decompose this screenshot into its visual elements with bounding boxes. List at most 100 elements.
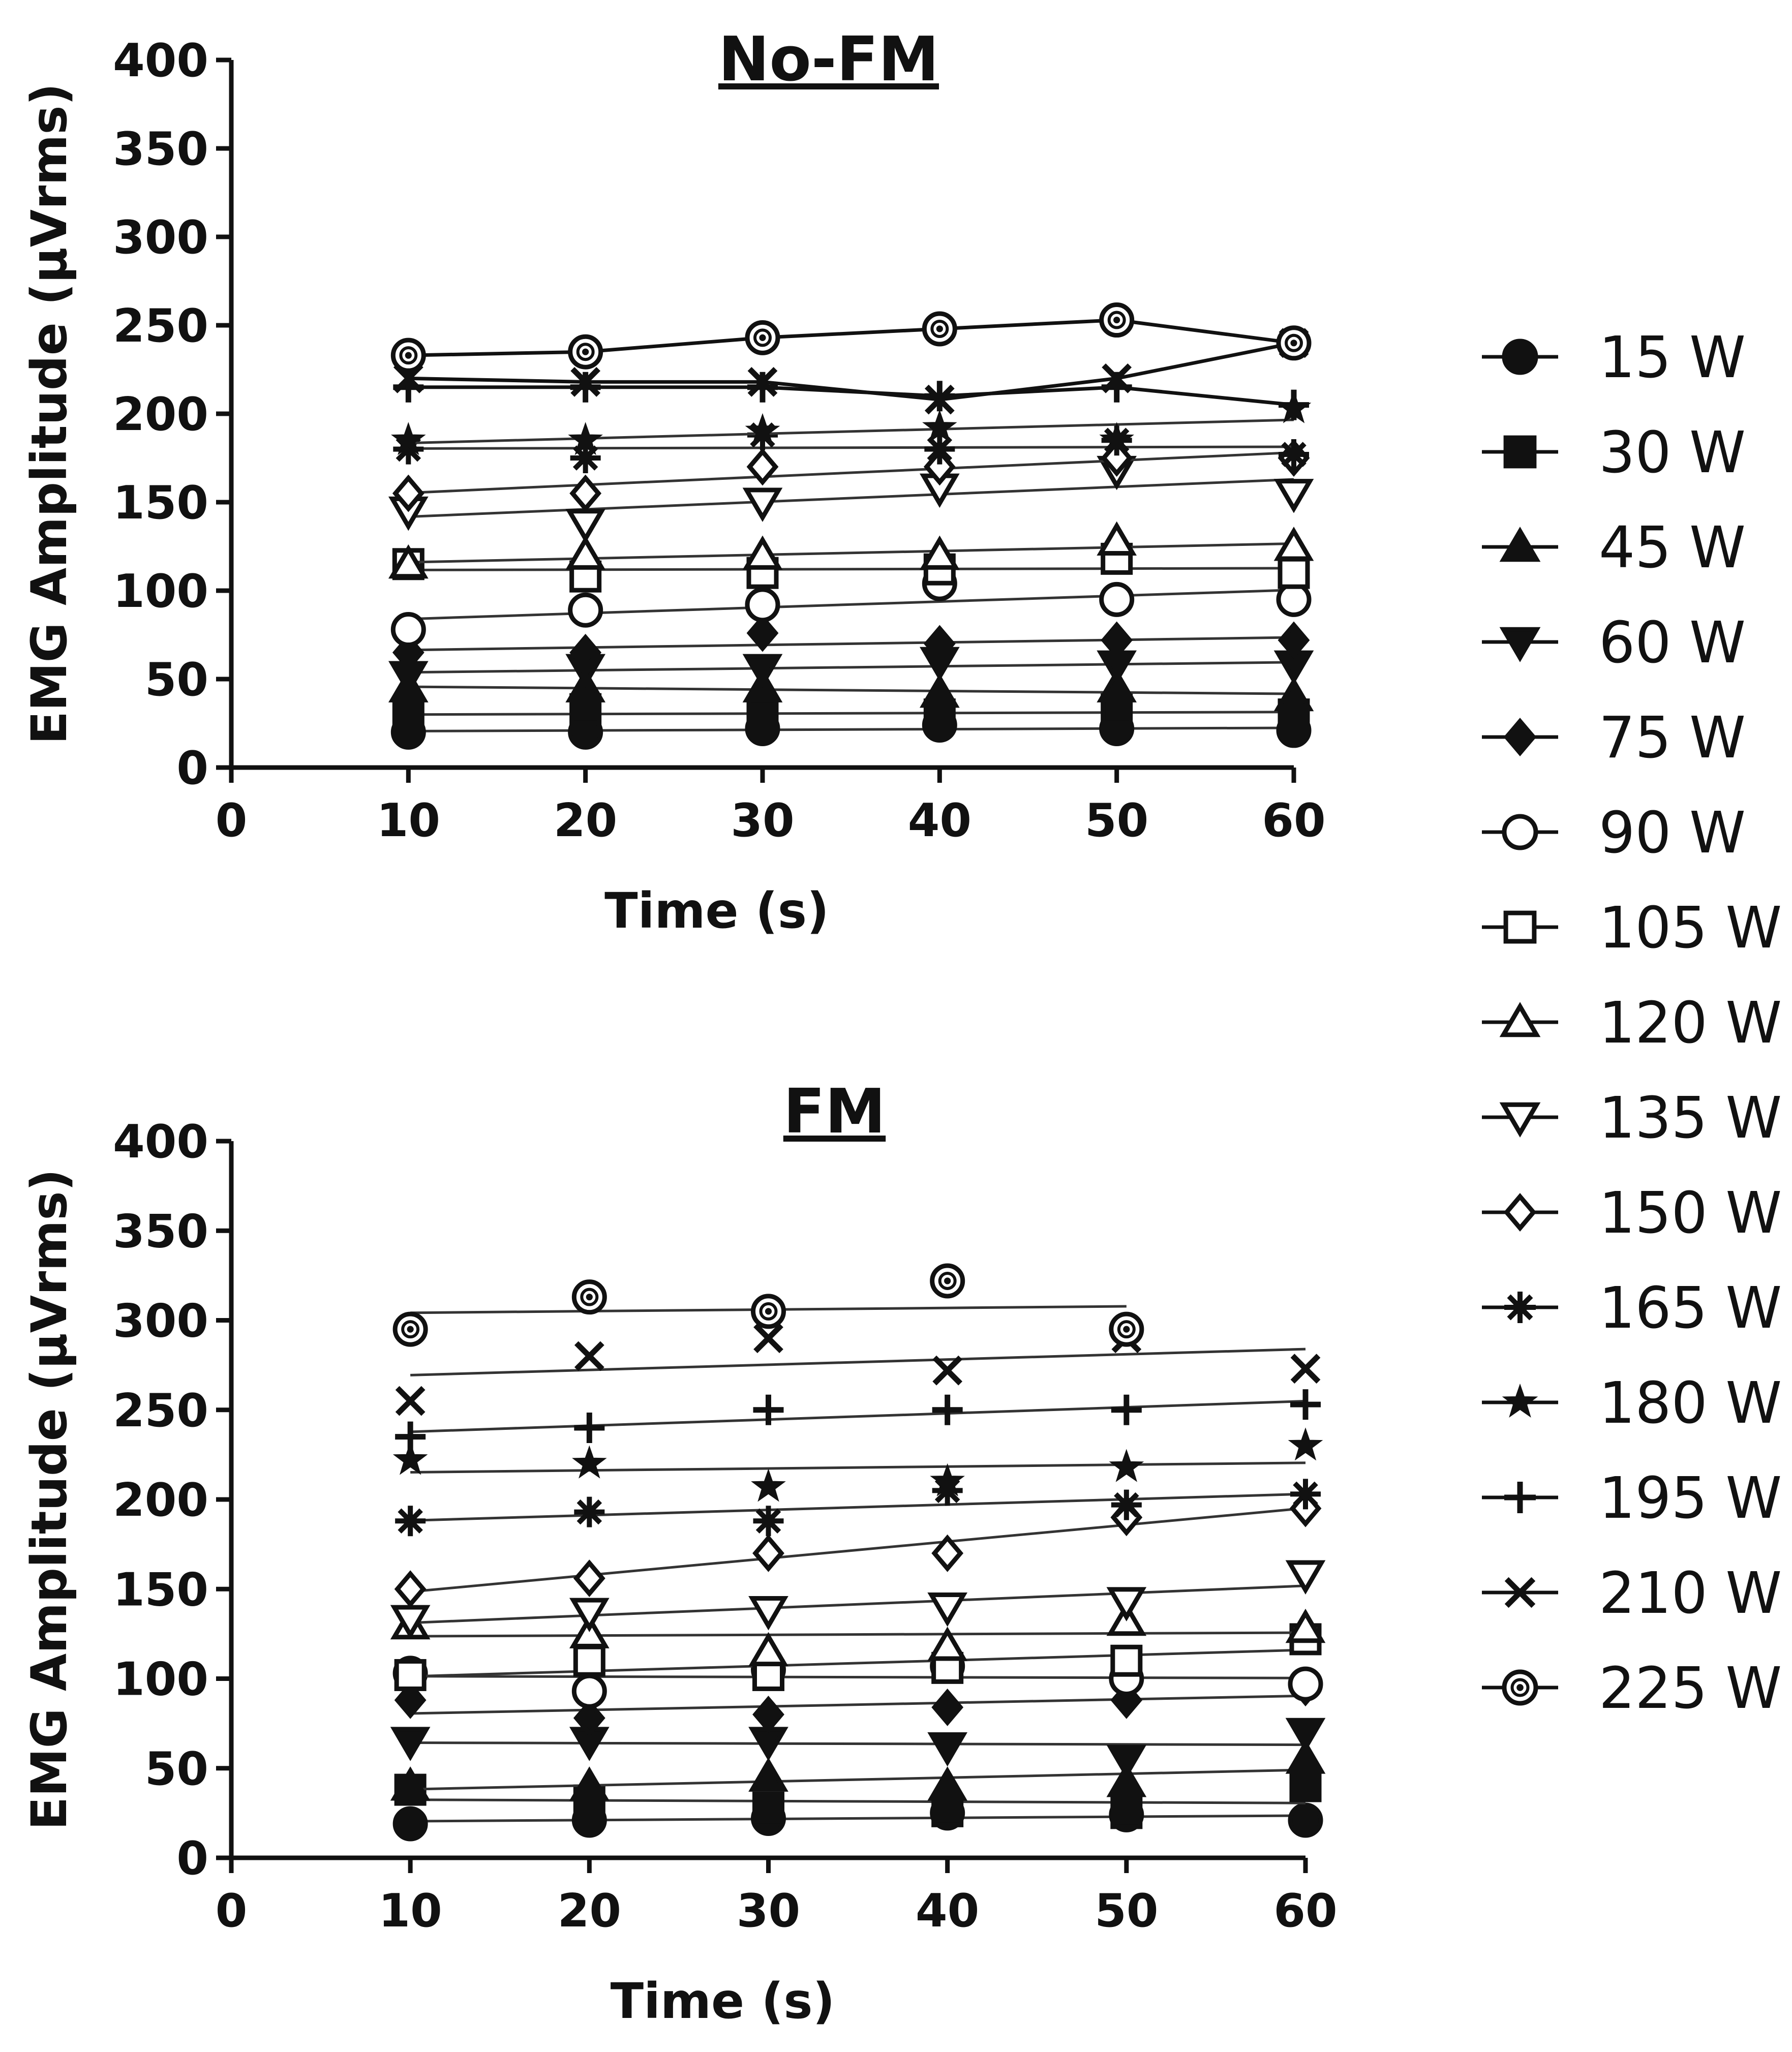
legend-label: 210 W xyxy=(1599,1560,1782,1627)
data-point xyxy=(392,702,424,734)
legend-item: 150 W xyxy=(1482,1180,1782,1246)
data-point xyxy=(572,1445,607,1479)
data-point xyxy=(923,625,956,663)
x-tick-label: 60 xyxy=(1262,794,1325,847)
x-tick-label: 20 xyxy=(554,794,617,847)
data-point xyxy=(395,1421,426,1452)
data-point xyxy=(919,535,960,570)
data-point xyxy=(742,654,783,689)
trend-line xyxy=(410,1741,1306,1747)
series-75w xyxy=(392,614,1310,671)
trend-line xyxy=(410,1675,1306,1679)
data-point xyxy=(569,1598,610,1633)
y-tick-label: 0 xyxy=(176,1832,208,1885)
data-point xyxy=(745,587,780,623)
data-point xyxy=(746,448,779,486)
data-point xyxy=(752,1791,784,1824)
y-tick-label: 400 xyxy=(113,1115,208,1169)
y-tick-label: 250 xyxy=(113,1384,208,1437)
legend-label: 150 W xyxy=(1599,1180,1782,1246)
legend-item: 195 W xyxy=(1482,1465,1782,1532)
legend: 15 W 30 W 45 W 60 W 75 W 90 W 105 W 120 W 135 W 1… xyxy=(1482,325,1782,1722)
legend-marker xyxy=(1503,1193,1537,1232)
series-90w xyxy=(390,566,1312,648)
data-point xyxy=(569,1766,610,1801)
data-point xyxy=(391,422,426,455)
x-tick-label: 40 xyxy=(908,794,971,847)
data-point xyxy=(1099,581,1135,617)
y-tick-label: 100 xyxy=(113,565,208,618)
series-225w xyxy=(390,302,1312,373)
series-120w xyxy=(388,521,1314,579)
series-135w xyxy=(388,455,1314,543)
data-point xyxy=(568,422,603,455)
legend-label: 105 W xyxy=(1599,895,1782,961)
trend-line xyxy=(408,636,1294,652)
data-point xyxy=(395,1506,426,1537)
y-tick-label: 350 xyxy=(113,122,208,176)
series-60w xyxy=(390,1718,1326,1780)
data-point xyxy=(748,1596,788,1631)
data-point xyxy=(1111,1394,1142,1425)
series-180w xyxy=(392,1427,1323,1502)
legend-label: 75 W xyxy=(1599,705,1746,771)
legend-label: 120 W xyxy=(1599,990,1782,1056)
data-point xyxy=(1273,527,1314,561)
data-point xyxy=(570,366,601,397)
data-point xyxy=(394,1681,427,1719)
data-point xyxy=(930,1263,965,1299)
data-point xyxy=(922,311,957,347)
data-point xyxy=(570,372,601,403)
trend-line xyxy=(410,1347,1306,1376)
data-point xyxy=(1102,363,1132,393)
data-point xyxy=(394,1659,427,1691)
data-point xyxy=(573,1559,605,1598)
series-195w xyxy=(395,1389,1321,1452)
data-point xyxy=(573,1644,605,1677)
data-point xyxy=(932,1394,963,1425)
data-point xyxy=(1290,1354,1321,1384)
legend-item: 30 W xyxy=(1482,420,1746,486)
y-tick-label: 150 xyxy=(113,1563,208,1616)
legend-marker xyxy=(1502,1383,1538,1418)
data-point xyxy=(927,1732,968,1767)
trend-line xyxy=(410,1461,1306,1474)
legend-marker xyxy=(1499,627,1541,662)
trend-line xyxy=(408,451,1294,495)
x-tick-label: 50 xyxy=(1095,1884,1158,1938)
data-point xyxy=(927,1592,968,1627)
data-point xyxy=(569,1614,610,1648)
x-tick-label: 0 xyxy=(216,1884,248,1938)
data-point xyxy=(571,1673,607,1709)
data-point xyxy=(746,614,779,652)
legend-item: 75 W xyxy=(1482,705,1746,771)
y-tick-label: 50 xyxy=(145,653,208,707)
legend-item: 90 W xyxy=(1482,800,1746,866)
y-tick-label: 300 xyxy=(113,211,208,264)
data-point xyxy=(1101,621,1133,659)
series-30w xyxy=(394,1770,1322,1829)
data-point xyxy=(1106,1763,1147,1797)
data-point xyxy=(1278,557,1310,589)
legend-item: 45 W xyxy=(1482,515,1746,581)
trend-line xyxy=(410,1694,1306,1715)
data-point xyxy=(753,1323,783,1354)
y-tick-label: 200 xyxy=(113,388,208,441)
y-tick-label: 50 xyxy=(145,1742,208,1796)
data-point xyxy=(752,1534,784,1572)
data-point xyxy=(1285,1608,1326,1643)
legend-marker xyxy=(1504,1482,1536,1513)
legend-marker xyxy=(1499,527,1541,562)
data-point xyxy=(574,1341,604,1371)
series-135w xyxy=(390,1560,1326,1640)
legend-marker xyxy=(1503,435,1537,469)
data-point xyxy=(574,1496,605,1527)
data-point xyxy=(1290,1389,1321,1420)
y-tick-label: 0 xyxy=(176,742,208,795)
chart-fm: FM 0 50 100 150 200 250 300 350 400 0 10 20 30 40 50 60 T… xyxy=(21,1077,1338,2030)
series-75w xyxy=(394,1669,1322,1737)
legend-item: 135 W xyxy=(1482,1085,1782,1151)
data-point xyxy=(395,1386,426,1416)
data-point xyxy=(922,409,957,443)
series-30w xyxy=(392,693,1310,734)
